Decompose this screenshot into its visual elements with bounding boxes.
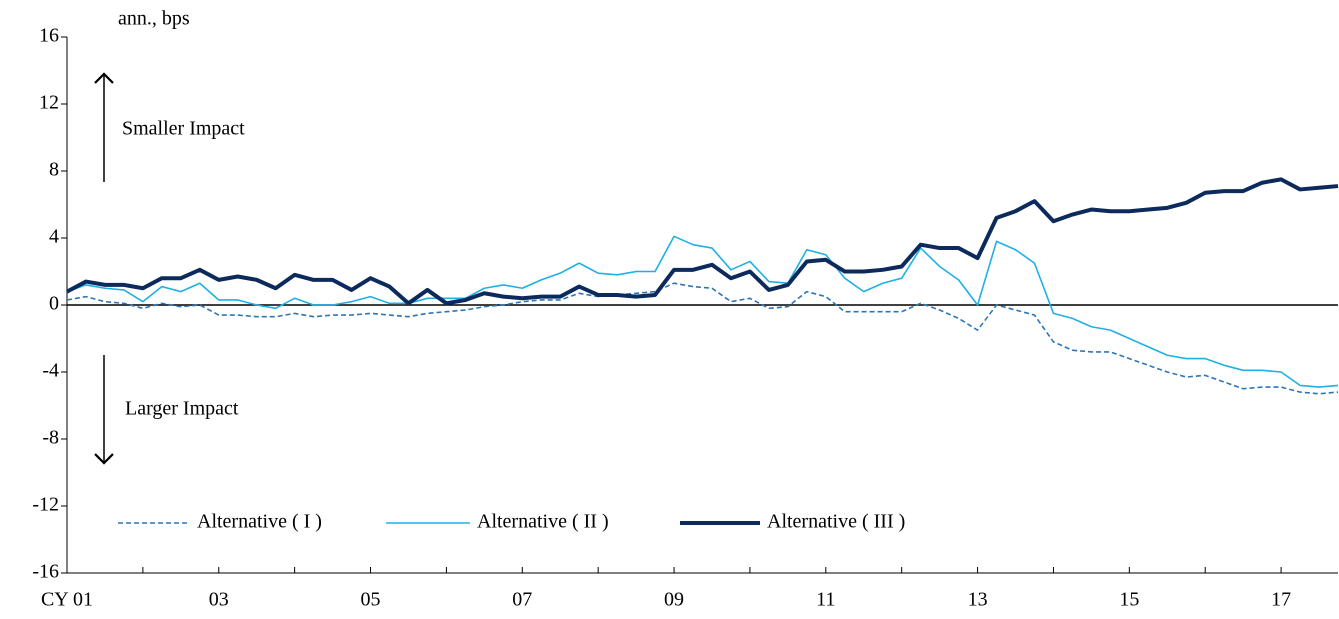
x-tick-label: 07 (512, 589, 532, 611)
series-line (66, 177, 1339, 306)
y-tick-label: -16 (32, 561, 59, 583)
y-axis-label: ann., bps (118, 8, 190, 30)
legend-label: Alternative ( III ) (767, 511, 905, 533)
x-tick-label: 15 (1119, 589, 1139, 611)
legend-label: Alternative ( II ) (477, 511, 609, 533)
x-tick-label: CY 01 (41, 589, 93, 611)
y-tick-label: 0 (49, 293, 59, 315)
y-tick-label: 12 (39, 92, 59, 114)
y-tick-label: 16 (39, 25, 59, 47)
series-line (66, 235, 1339, 388)
series-line (66, 282, 1339, 395)
annotation: Smaller Impact (122, 118, 245, 140)
legend-label: Alternative ( I ) (197, 511, 322, 533)
x-tick-label: 11 (816, 589, 835, 611)
x-tick-label: 13 (968, 589, 988, 611)
y-tick-label: -8 (42, 427, 59, 449)
x-tick-label: 17 (1271, 589, 1291, 611)
x-tick-label: 09 (664, 589, 684, 611)
y-tick-label: -12 (32, 494, 59, 516)
annotation: Larger Impact (125, 398, 239, 420)
x-tick-label: 03 (209, 589, 229, 611)
x-tick-label: 05 (361, 589, 381, 611)
y-tick-label: 8 (49, 159, 59, 181)
y-tick-label: 4 (49, 226, 59, 248)
y-tick-label: -4 (42, 360, 59, 382)
